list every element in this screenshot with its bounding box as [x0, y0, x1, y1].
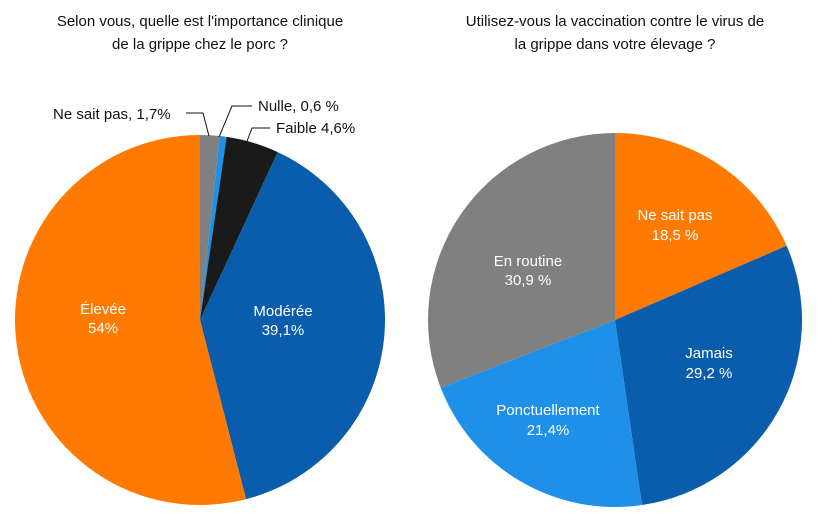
label-left-ne-sait-pas: Ne sait pas, 1,7% — [53, 106, 171, 123]
pie-slice-right-ne-sait-pas — [615, 133, 787, 320]
right-title-line1: Utilisez-vous la vaccination contre le v… — [466, 13, 764, 30]
pie-slice-left-mod-r-e — [200, 152, 386, 500]
pie-slice-left-faible — [200, 136, 278, 320]
value-right-en-routine: 30,9 % — [505, 272, 552, 289]
pie-slice-right-en-routine — [427, 133, 615, 388]
label-left-nulle: Nulle, 0,6 % — [258, 98, 339, 115]
leader-nulle — [218, 105, 252, 138]
label-right-jamais: Jamais — [685, 345, 733, 362]
value-left-elevee: 54% — [88, 320, 118, 337]
label-left-moderee: Modérée — [253, 303, 312, 320]
pie-slice-left-nulle — [200, 136, 227, 320]
label-right-ne-sait-pas: Ne sait pas — [637, 207, 712, 224]
label-left-elevee: Élevée — [80, 301, 126, 318]
value-left-moderee: 39,1% — [262, 322, 305, 339]
value-right-jamais: 29,2 % — [686, 365, 733, 382]
left-title-line1: Selon vous, quelle est l'importance clin… — [57, 13, 343, 30]
label-left-faible: Faible 4,6% — [276, 120, 355, 137]
leader-ne-sait-pas — [186, 112, 210, 137]
pie-slice-right-jamais — [615, 245, 802, 506]
pie-slice-right-ponctuellement — [440, 320, 642, 507]
value-right-ne-sait-pas: 18,5 % — [652, 227, 699, 244]
leader-faible — [245, 127, 270, 145]
pie-slice-left--lev-e — [15, 135, 247, 505]
label-right-ponctuellement: Ponctuellement — [496, 402, 600, 419]
right-title-line2: la grippe dans votre élevage ? — [515, 36, 716, 53]
left-title-line2: de la grippe chez le porc ? — [112, 36, 288, 53]
value-right-ponctuellement: 21,4% — [527, 422, 570, 439]
label-right-en-routine: En routine — [494, 253, 562, 270]
pie-slice-left-ne-sait-pas — [200, 135, 220, 320]
